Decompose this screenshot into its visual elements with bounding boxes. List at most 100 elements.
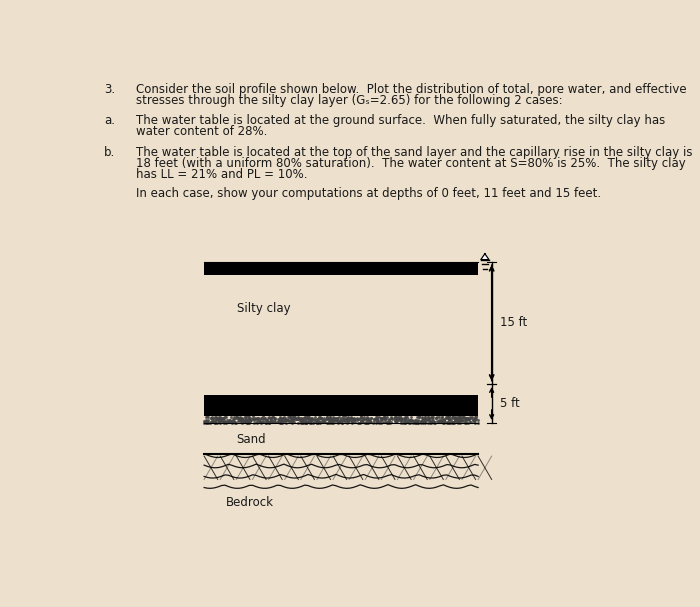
Point (242, 415, 253, 424)
Point (421, 414, 433, 424)
Point (202, 412, 213, 421)
Point (409, 415, 420, 425)
Point (206, 416, 218, 426)
Point (361, 415, 372, 425)
Point (342, 418, 353, 428)
Point (314, 413, 325, 423)
Point (216, 414, 228, 424)
Point (356, 417, 368, 427)
Point (314, 417, 326, 427)
Point (395, 413, 407, 423)
Point (323, 413, 334, 422)
Point (311, 417, 322, 427)
Point (344, 414, 356, 424)
Point (322, 412, 333, 422)
Point (295, 416, 306, 426)
Point (468, 414, 479, 424)
Point (393, 413, 405, 422)
Point (424, 417, 435, 427)
Point (225, 418, 237, 427)
Point (308, 418, 319, 427)
Point (305, 418, 316, 428)
Point (234, 416, 245, 426)
Point (230, 418, 241, 428)
Point (464, 417, 475, 427)
Point (260, 415, 271, 425)
Point (358, 414, 370, 424)
Point (325, 416, 336, 426)
Point (381, 417, 392, 427)
Point (412, 418, 423, 427)
Point (260, 418, 272, 428)
Point (428, 417, 440, 427)
Point (329, 414, 340, 424)
Point (218, 413, 229, 423)
Point (220, 413, 232, 422)
Point (398, 416, 409, 426)
Point (285, 412, 296, 422)
Point (384, 416, 395, 426)
Point (318, 418, 329, 427)
Point (260, 413, 271, 423)
Text: has LL = 21% and PL = 10%.: has LL = 21% and PL = 10%. (136, 168, 308, 181)
Point (416, 412, 428, 422)
Point (203, 412, 214, 422)
Point (349, 414, 360, 424)
Point (210, 417, 221, 427)
Point (437, 412, 448, 422)
Point (426, 417, 437, 427)
Point (416, 416, 428, 426)
Point (386, 412, 397, 421)
Point (270, 418, 281, 427)
Point (447, 418, 458, 428)
Point (393, 413, 404, 423)
Point (425, 417, 436, 427)
Point (456, 412, 467, 421)
Point (200, 417, 211, 427)
Point (332, 418, 344, 428)
Point (344, 415, 355, 425)
Point (286, 416, 297, 426)
Point (325, 417, 336, 427)
Point (228, 414, 239, 424)
Point (447, 418, 458, 427)
Point (287, 414, 298, 424)
Point (234, 412, 246, 422)
Point (362, 413, 373, 423)
Point (419, 416, 430, 426)
Point (283, 415, 294, 425)
Point (302, 417, 314, 427)
Point (435, 415, 447, 424)
Point (349, 414, 360, 424)
Point (230, 413, 241, 423)
Point (398, 413, 409, 422)
Point (400, 414, 411, 424)
Point (321, 418, 332, 428)
Point (284, 416, 295, 426)
Point (379, 417, 391, 427)
Point (209, 412, 220, 422)
Point (216, 416, 228, 426)
Point (298, 416, 309, 426)
Point (296, 414, 307, 424)
Point (418, 418, 429, 427)
Point (462, 413, 473, 423)
Point (254, 416, 265, 426)
Point (205, 413, 216, 422)
Point (332, 415, 343, 425)
Point (461, 415, 472, 425)
Point (286, 416, 297, 426)
Point (317, 415, 328, 424)
Point (271, 417, 282, 427)
Point (258, 413, 270, 423)
Point (236, 418, 247, 427)
Point (460, 415, 471, 424)
Text: 18 feet (with a uniform 80% saturation).  The water content at S=80% is 25%.  Th: 18 feet (with a uniform 80% saturation).… (136, 157, 686, 170)
Point (200, 418, 211, 428)
Point (443, 418, 454, 428)
Point (279, 413, 290, 422)
Point (245, 416, 256, 426)
Point (265, 413, 276, 423)
Point (236, 413, 247, 423)
Point (244, 416, 255, 426)
